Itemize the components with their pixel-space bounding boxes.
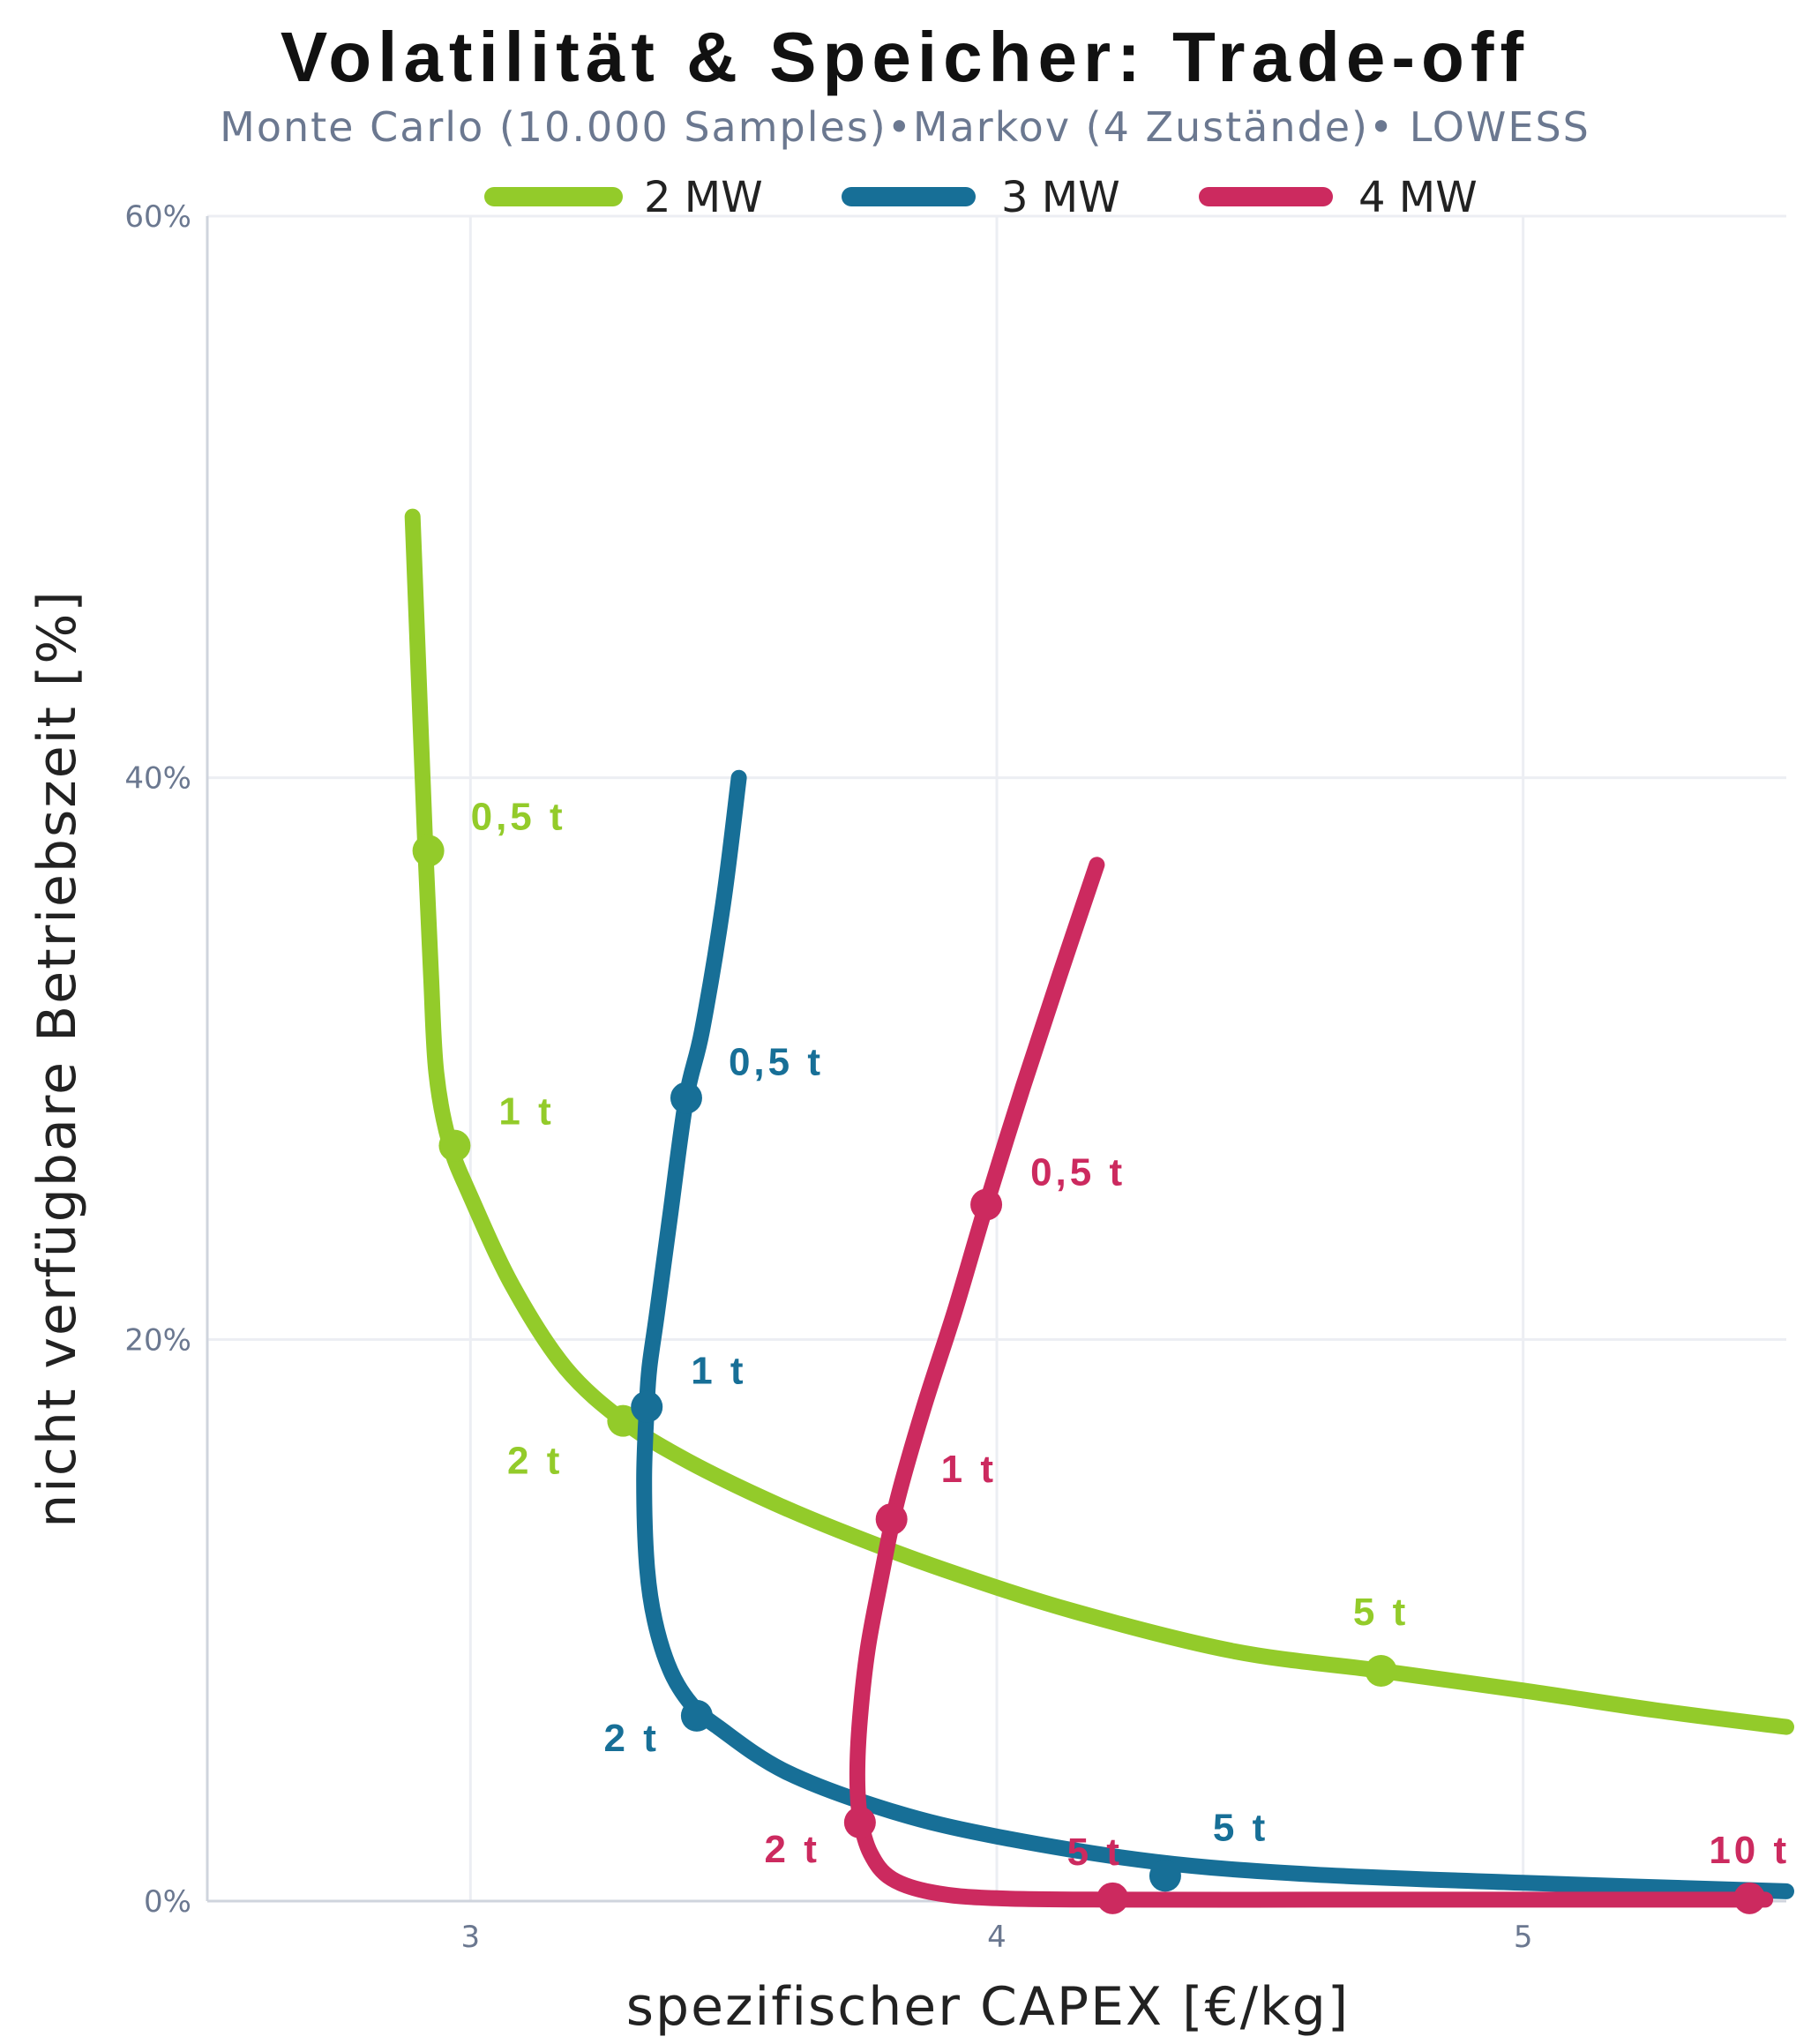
y-tick-label: 0% [144, 1884, 191, 1920]
x-tick-label: 5 [1514, 1920, 1533, 1955]
chart-title: Volatilität & Speicher: Trade-off [281, 18, 1530, 96]
data-label: 10 t [1709, 1829, 1790, 1872]
data-label: 5 t [1353, 1591, 1409, 1634]
data-label: 2 t [765, 1828, 820, 1871]
tick-labels: 0% 20% 40% 60% 3 4 5 [124, 199, 1532, 1955]
data-point [631, 1390, 663, 1423]
y-tick-label: 40% [124, 761, 191, 797]
data-point [680, 1699, 713, 1732]
series-2mw: 0,5 t 1 t 2 t 5 t [404, 508, 1794, 1735]
data-point [1365, 1654, 1397, 1687]
legend-label-4mw: 4 MW [1358, 173, 1478, 222]
data-label: 2 t [604, 1717, 660, 1760]
data-label: 0,5 t [471, 795, 566, 838]
y-axis-label: nicht verfügbare Betriebszeit [%] [26, 589, 88, 1528]
legend-label-2mw: 2 MW [644, 173, 763, 222]
x-axis-label: spezifischer CAPEX [€/kg] [626, 1976, 1350, 2038]
data-point [1096, 1882, 1129, 1914]
plot-area: 0,5 t 1 t 2 t 5 t 0,5 t 1 t 2 t 5 t 0,5 t 1 t 2 t 5… [404, 508, 1794, 1914]
data-point [1149, 1860, 1181, 1892]
data-label: 0,5 t [729, 1041, 824, 1084]
data-label: 1 t [498, 1090, 554, 1134]
y-tick-label: 20% [124, 1322, 191, 1358]
chart-subtitle: Monte Carlo (10.000 Samples)•Markov (4 Z… [220, 103, 1590, 151]
legend: 2 MW 3 MW 4 MW [484, 173, 1478, 222]
data-label: 2 t [507, 1440, 563, 1483]
data-point [438, 1129, 471, 1162]
series-line [636, 769, 1794, 1899]
series-line [849, 857, 1774, 1908]
data-label: 5 t [1213, 1806, 1268, 1849]
x-tick-label: 4 [987, 1920, 1007, 1955]
data-point [412, 835, 445, 867]
data-point [670, 1082, 702, 1114]
data-label: 1 t [941, 1448, 997, 1491]
data-point [607, 1404, 640, 1437]
data-label: 0,5 t [1030, 1151, 1126, 1194]
data-point [843, 1806, 876, 1838]
data-label: 1 t [691, 1350, 746, 1393]
y-tick-label: 60% [124, 199, 191, 235]
x-tick-label: 3 [461, 1920, 481, 1955]
legend-label-3mw: 3 MW [1001, 173, 1120, 222]
series-4mw: 0,5 t 1 t 2 t 5 t 10 t [765, 857, 1790, 1914]
data-point [875, 1503, 908, 1536]
grid [207, 214, 1786, 1901]
series-3mw: 0,5 t 1 t 2 t 5 t [604, 769, 1794, 1899]
data-point [1733, 1882, 1766, 1914]
data-point [970, 1188, 1003, 1221]
data-label: 5 t [1067, 1831, 1123, 1874]
series-line [404, 508, 1794, 1735]
